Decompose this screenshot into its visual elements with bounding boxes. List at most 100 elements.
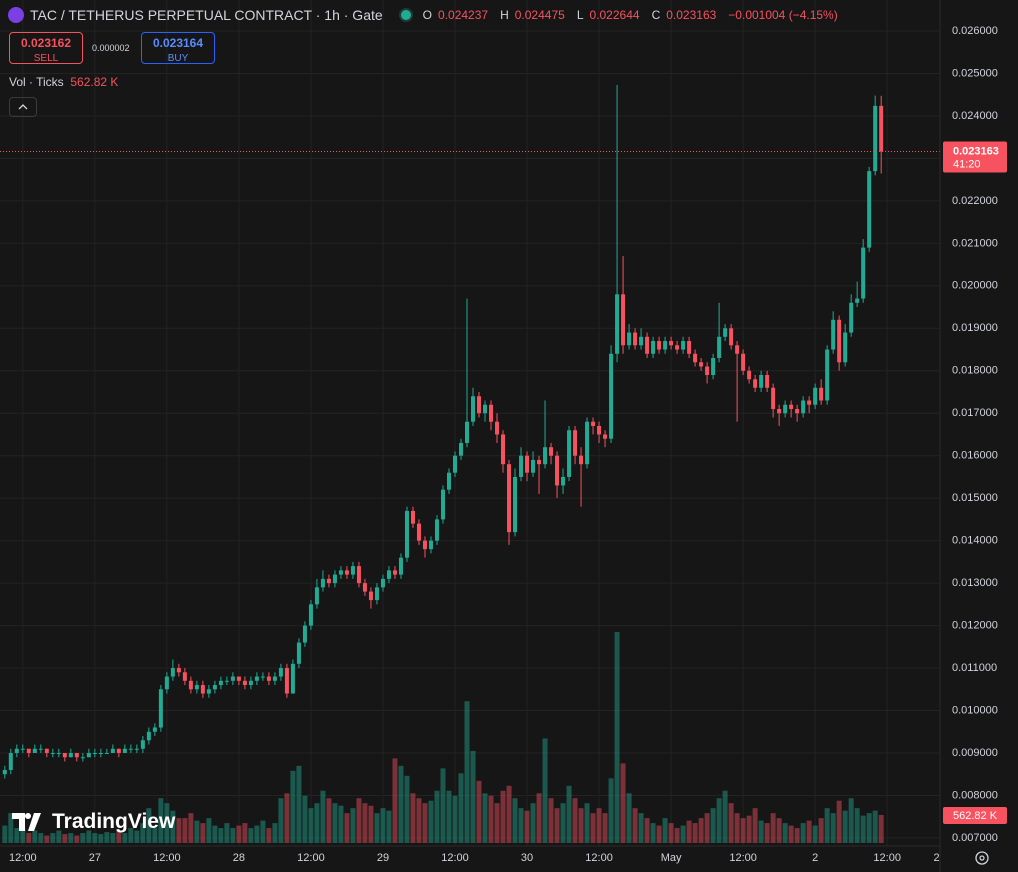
- volume-bar: [380, 808, 386, 843]
- candle-body: [194, 685, 199, 690]
- volume-bar: [608, 778, 614, 843]
- volume-bar: [320, 790, 326, 843]
- ohlc-value: 0.022644: [589, 8, 640, 22]
- volume-bar: [440, 768, 446, 843]
- volume-bar: [326, 798, 332, 843]
- volume-bar: [422, 803, 428, 843]
- candle-body: [501, 434, 506, 465]
- volume-bar: [122, 833, 128, 843]
- candle-body: [374, 587, 379, 601]
- volume-bar: [68, 833, 74, 843]
- candle-body: [717, 336, 722, 359]
- ohlc-value: 0.023163: [666, 8, 717, 22]
- candle-body: [741, 353, 746, 371]
- candle-body: [74, 752, 79, 758]
- volume-bar: [224, 823, 230, 843]
- candle-body: [795, 408, 800, 414]
- candle-body: [8, 752, 13, 770]
- volume-bar: [458, 773, 464, 843]
- volume-bar: [212, 825, 218, 843]
- candle-body: [440, 489, 445, 520]
- candle-body: [128, 748, 133, 750]
- candle-body: [176, 668, 181, 673]
- volume-bar: [626, 793, 632, 843]
- volume-bar: [584, 803, 590, 843]
- x-tick-label: 12:00: [297, 852, 325, 864]
- volume-bar: [14, 828, 20, 843]
- candle-body: [326, 578, 331, 584]
- volume-bar: [482, 793, 488, 843]
- candle-body: [495, 421, 500, 435]
- volume-bar: [470, 750, 476, 843]
- price-label: 0.023163: [953, 145, 999, 157]
- candle-body: [188, 680, 193, 690]
- candle-body: [771, 387, 776, 409]
- volume-bar: [662, 818, 668, 843]
- volume-bar: [488, 795, 494, 843]
- candle-body: [446, 472, 451, 490]
- candle-body: [729, 328, 734, 346]
- price-label-box: [943, 141, 1007, 173]
- candle-body: [212, 685, 217, 690]
- ohlc-key: H: [500, 8, 509, 22]
- candle-body: [687, 341, 692, 354]
- candle-body: [549, 447, 554, 456]
- volume-bar: [836, 800, 842, 843]
- candle-body: [615, 294, 620, 354]
- candle-body: [645, 336, 650, 354]
- volume-bar: [758, 820, 764, 843]
- volume-bar: [74, 835, 80, 843]
- volume-bar: [824, 808, 830, 843]
- volume-bar: [44, 835, 50, 843]
- sell-button[interactable]: 0.023162 SELL: [9, 32, 83, 64]
- volume-bar: [344, 813, 350, 843]
- candle-body: [603, 434, 608, 439]
- volume-bar: [602, 813, 608, 843]
- candle-body: [62, 752, 67, 758]
- candle-body: [458, 442, 463, 456]
- x-tick-label: 12:00: [153, 852, 181, 864]
- candle-body: [332, 574, 337, 584]
- volume-bar: [296, 765, 302, 843]
- candle-body: [867, 171, 872, 248]
- x-tick-label: May: [661, 852, 682, 864]
- volume-bar: [392, 758, 398, 843]
- volume-bar: [692, 823, 698, 843]
- candle-body: [242, 680, 247, 686]
- volume-bar: [656, 825, 662, 843]
- volume-bar: [146, 808, 152, 843]
- x-tick-label: 12:00: [873, 852, 901, 864]
- candle-body: [20, 748, 25, 750]
- collapse-button[interactable]: [9, 97, 37, 117]
- candle-body: [56, 752, 61, 754]
- volume-bar: [674, 828, 680, 843]
- volume-bar: [518, 808, 524, 843]
- volume-bar: [356, 798, 362, 843]
- candle-body: [416, 523, 421, 541]
- volume-bar: [452, 795, 458, 843]
- logo-text: TradingView: [52, 810, 176, 833]
- volume-bar: [428, 800, 434, 843]
- volume-bar: [188, 813, 194, 843]
- candle-body: [555, 455, 560, 486]
- candle-body: [272, 676, 277, 681]
- volume-bar: [728, 803, 734, 843]
- candle-body: [669, 341, 674, 346]
- candle-body: [92, 752, 97, 754]
- candle-body: [32, 748, 37, 753]
- volume-bar: [80, 833, 86, 843]
- buy-button[interactable]: 0.023164 BUY: [141, 32, 215, 64]
- candle-body: [633, 332, 638, 346]
- candle-body: [651, 341, 656, 354]
- volume-bar: [746, 815, 752, 843]
- volume-bar: [620, 763, 626, 843]
- x-tick-label: 12:00: [9, 852, 37, 864]
- candle-body: [789, 404, 794, 409]
- candle-body: [621, 294, 626, 346]
- volume-bar: [878, 814, 884, 843]
- symbol-title: TAC / TETHERUS PERPETUAL CONTRACT · 1h ·…: [30, 7, 383, 23]
- candle-body: [711, 358, 716, 376]
- volume-bar: [860, 815, 866, 843]
- candle-body: [200, 685, 205, 694]
- candle-body: [471, 396, 476, 422]
